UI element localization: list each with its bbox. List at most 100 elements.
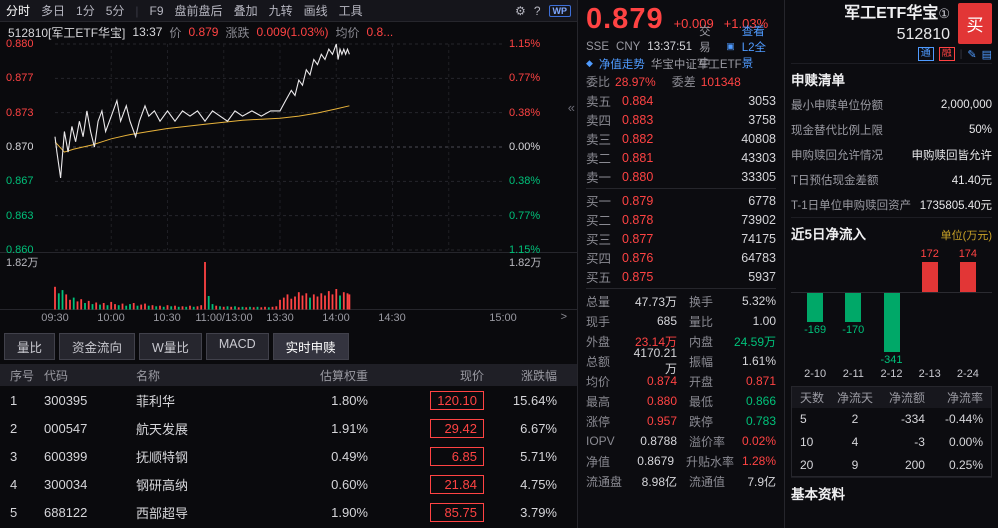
quote-stats: 总量 47.73万 换手 5.32% 现手 685 量比 1.00 外盘 23.14万 内盘 24.5… [586, 291, 776, 491]
seq-cell: 1 [10, 392, 18, 408]
quote-meta: SSE CNY 13:37:51 交易中 ▣ 查看L2全景 [586, 26, 776, 70]
column-header[interactable]: 估算权重 [286, 364, 386, 386]
flow-table-row: 10 4 -3 0.00% [800, 435, 983, 449]
pct-cell: 6.67% [520, 420, 557, 436]
x-axis-time-label: 09:30 [41, 312, 69, 324]
column-header[interactable]: 名称 [136, 364, 286, 386]
flow-bar [959, 261, 976, 292]
x-axis-time-label: 10:00 [97, 312, 125, 324]
nav-trend-link[interactable]: 净值走势 [598, 58, 645, 71]
flow-table-row: 20 9 200 0.25% [800, 457, 983, 472]
order-level-row[interactable]: 卖二 0.881 43303 [586, 150, 776, 167]
order-level-row[interactable]: 卖三 0.882 40808 [586, 131, 776, 148]
table-row[interactable]: 4 300034 钢研高纳 0.60% 21.84 4.75% [0, 470, 577, 498]
next-page-icon[interactable]: > [560, 311, 567, 323]
indicator-tabs: 量比 资金流向 W量比 MACD 实时申赎 [4, 333, 573, 360]
tab-realtime-redeem[interactable]: 实时申赎 [272, 333, 349, 360]
toolbar-period-item[interactable]: 多日 [41, 4, 66, 18]
table-row[interactable]: 1 300395 菲利华 1.80% 120.10 15.64% [0, 386, 577, 414]
order-level-row[interactable]: 买三 0.877 74175 [586, 231, 776, 248]
toolbar-tool-item[interactable]: F9 [149, 3, 164, 18]
y-axis-price-label: 0.863 [6, 209, 34, 222]
intraday-chart[interactable]: « 0.880 0.877 0.873 0.870 0.867 0.863 0.860 1.1… [0, 38, 578, 310]
code-cell: 300034 [44, 476, 88, 492]
y-axis-price-label: 0.860 [6, 244, 34, 256]
order-level-row[interactable]: 卖一 0.880 33305 [586, 169, 776, 186]
info-circle-icon[interactable]: ① [938, 6, 950, 21]
column-header[interactable]: 涨跌幅 [496, 364, 577, 386]
flow-table-row: 5 2 -334 -0.44% [800, 412, 983, 426]
settings-gear-icon[interactable]: ⚙ [515, 3, 526, 18]
y-axis-price-label: 0.873 [6, 106, 34, 119]
instrument-header: 军工ETF华宝① 512810 买 [791, 3, 992, 45]
currency-label: CNY [616, 40, 641, 53]
name-cell: 钢研高纳 [136, 477, 189, 493]
redeem-info-list: 最小申赎单位份额 2,000,000 现金替代比例上限 50% 申购赎回允许情况 申购赎回… [791, 92, 992, 217]
table-row[interactable]: 3 600399 抚顺特钢 0.49% 6.85 5.71% [0, 442, 577, 470]
flow-column-header: 天数 [791, 386, 833, 408]
stat-row: 最高 0.880 最低 0.866 [586, 394, 776, 409]
stat-row: 总额 4170.21万 振幅 1.61% [586, 345, 776, 376]
toolbar-period-item[interactable]: 5分 [105, 4, 125, 18]
column-header[interactable]: 代码 [44, 364, 136, 386]
order-level-row[interactable]: 买五 0.875 5937 [586, 269, 776, 286]
stat-row: 总量 47.73万 换手 5.32% [586, 294, 776, 309]
weicha-label: 委差 [671, 75, 696, 89]
avg-value: 0.8... [366, 25, 394, 39]
toolbar-tool-item[interactable]: 工具 [338, 4, 363, 18]
toolbar-tool-item[interactable]: 画线 [303, 4, 328, 18]
table-row[interactable]: 2 000547 航天发展 1.91% 29.42 6.67% [0, 414, 577, 442]
order-level-row[interactable]: 卖五 0.884 3053 [586, 93, 776, 110]
info-row: 现金替代比例上限 50% [791, 123, 992, 137]
column-header[interactable]: 序号 [0, 364, 44, 386]
flow-date-label: 2-11 [842, 368, 864, 380]
toolbar-tool-item[interactable]: 盘前盘后 [174, 4, 223, 18]
x-axis-time-label: 15:00 [489, 312, 517, 324]
info-row: 申购赎回允许情况 申购赎回皆允许 [791, 149, 992, 162]
order-level-row[interactable]: 卖四 0.883 3758 [586, 112, 776, 129]
quote-time: 13:37:51 [647, 40, 693, 53]
fund-full-name: 华宝中证军工ETF [650, 58, 742, 71]
flow-table-header-row: 天数 净流天 净流额 净流率 [791, 386, 992, 408]
table-row[interactable]: 5 688122 西部超导 1.90% 85.75 3.79% [0, 498, 577, 526]
flow-summary-table: 天数 净流天 净流额 净流率 5 2 -334 -0.44% 10 4 -3 0.00% 20 9 200… [791, 386, 992, 477]
tab-indicator[interactable]: 量比 [4, 333, 56, 360]
last-price-cell: 120.10 [430, 390, 484, 410]
toolbar-separator: | [135, 3, 139, 18]
weibi-label: 委比 [586, 75, 611, 89]
collapse-panel-icon[interactable]: « [567, 100, 575, 115]
tab-indicator[interactable]: 资金流向 [59, 333, 136, 360]
toolbar-period-item[interactable]: 1分 [76, 4, 95, 18]
help-icon[interactable]: ? [533, 3, 541, 18]
basic-info-section-title[interactable]: 基本资料 [791, 477, 992, 506]
order-level-row[interactable]: 买四 0.876 64783 [586, 250, 776, 267]
order-level-row[interactable]: 买二 0.878 73902 [586, 212, 776, 229]
redeem-section-title: 申赎清单 [791, 63, 992, 92]
toolbar-period-item[interactable]: 分时 [6, 4, 31, 18]
column-header[interactable]: 现价 [386, 364, 496, 386]
pencil-icon[interactable]: ✎ [967, 48, 977, 61]
order-level-row[interactable]: 买一 0.879 6778 [586, 193, 776, 210]
y-axis-pct-label: 0.00% [509, 141, 541, 153]
last-price-cell: 6.85 [430, 446, 484, 466]
stat-row: 净值 0.8679 升贴水率 1.28% [586, 454, 777, 469]
flow-value-label: -169 [804, 324, 827, 337]
toolbar-tool-item[interactable]: 叠加 [233, 4, 258, 18]
commission-ratio-row: 委比 28.97% 委差 101348 [586, 72, 776, 91]
flow-unit-label: 单位(万元) [940, 230, 992, 242]
toolbar-tool-item[interactable]: 九转 [268, 4, 293, 18]
chart-code-name: 512810[军工ETF华宝] [8, 25, 126, 40]
tab-indicator[interactable]: MACD [205, 333, 269, 360]
flow-bar [845, 293, 862, 323]
nav-diamond-icon: ◆ [586, 58, 593, 68]
tab-indicator[interactable]: W量比 [139, 333, 202, 360]
name-cell: 抚顺特钢 [136, 449, 189, 465]
attribute-badge: 通 [917, 47, 934, 61]
chart-header: 512810[军工ETF华宝] 13:37 价 0.879 涨跌 0.009(1… [0, 22, 577, 42]
buy-button[interactable]: 买 [958, 3, 992, 44]
l2-link[interactable]: 查看L2全景 [741, 25, 766, 70]
info-panel: 军工ETF华宝① 512810 买 通融 | ✎ ▤ 申赎清单 最小申赎单位份额 2,0… [785, 0, 998, 528]
flow-value-label: 174 [958, 247, 978, 260]
y-axis-pct-label: 0.77% [509, 72, 541, 85]
list-icon[interactable]: ▤ [981, 48, 992, 61]
